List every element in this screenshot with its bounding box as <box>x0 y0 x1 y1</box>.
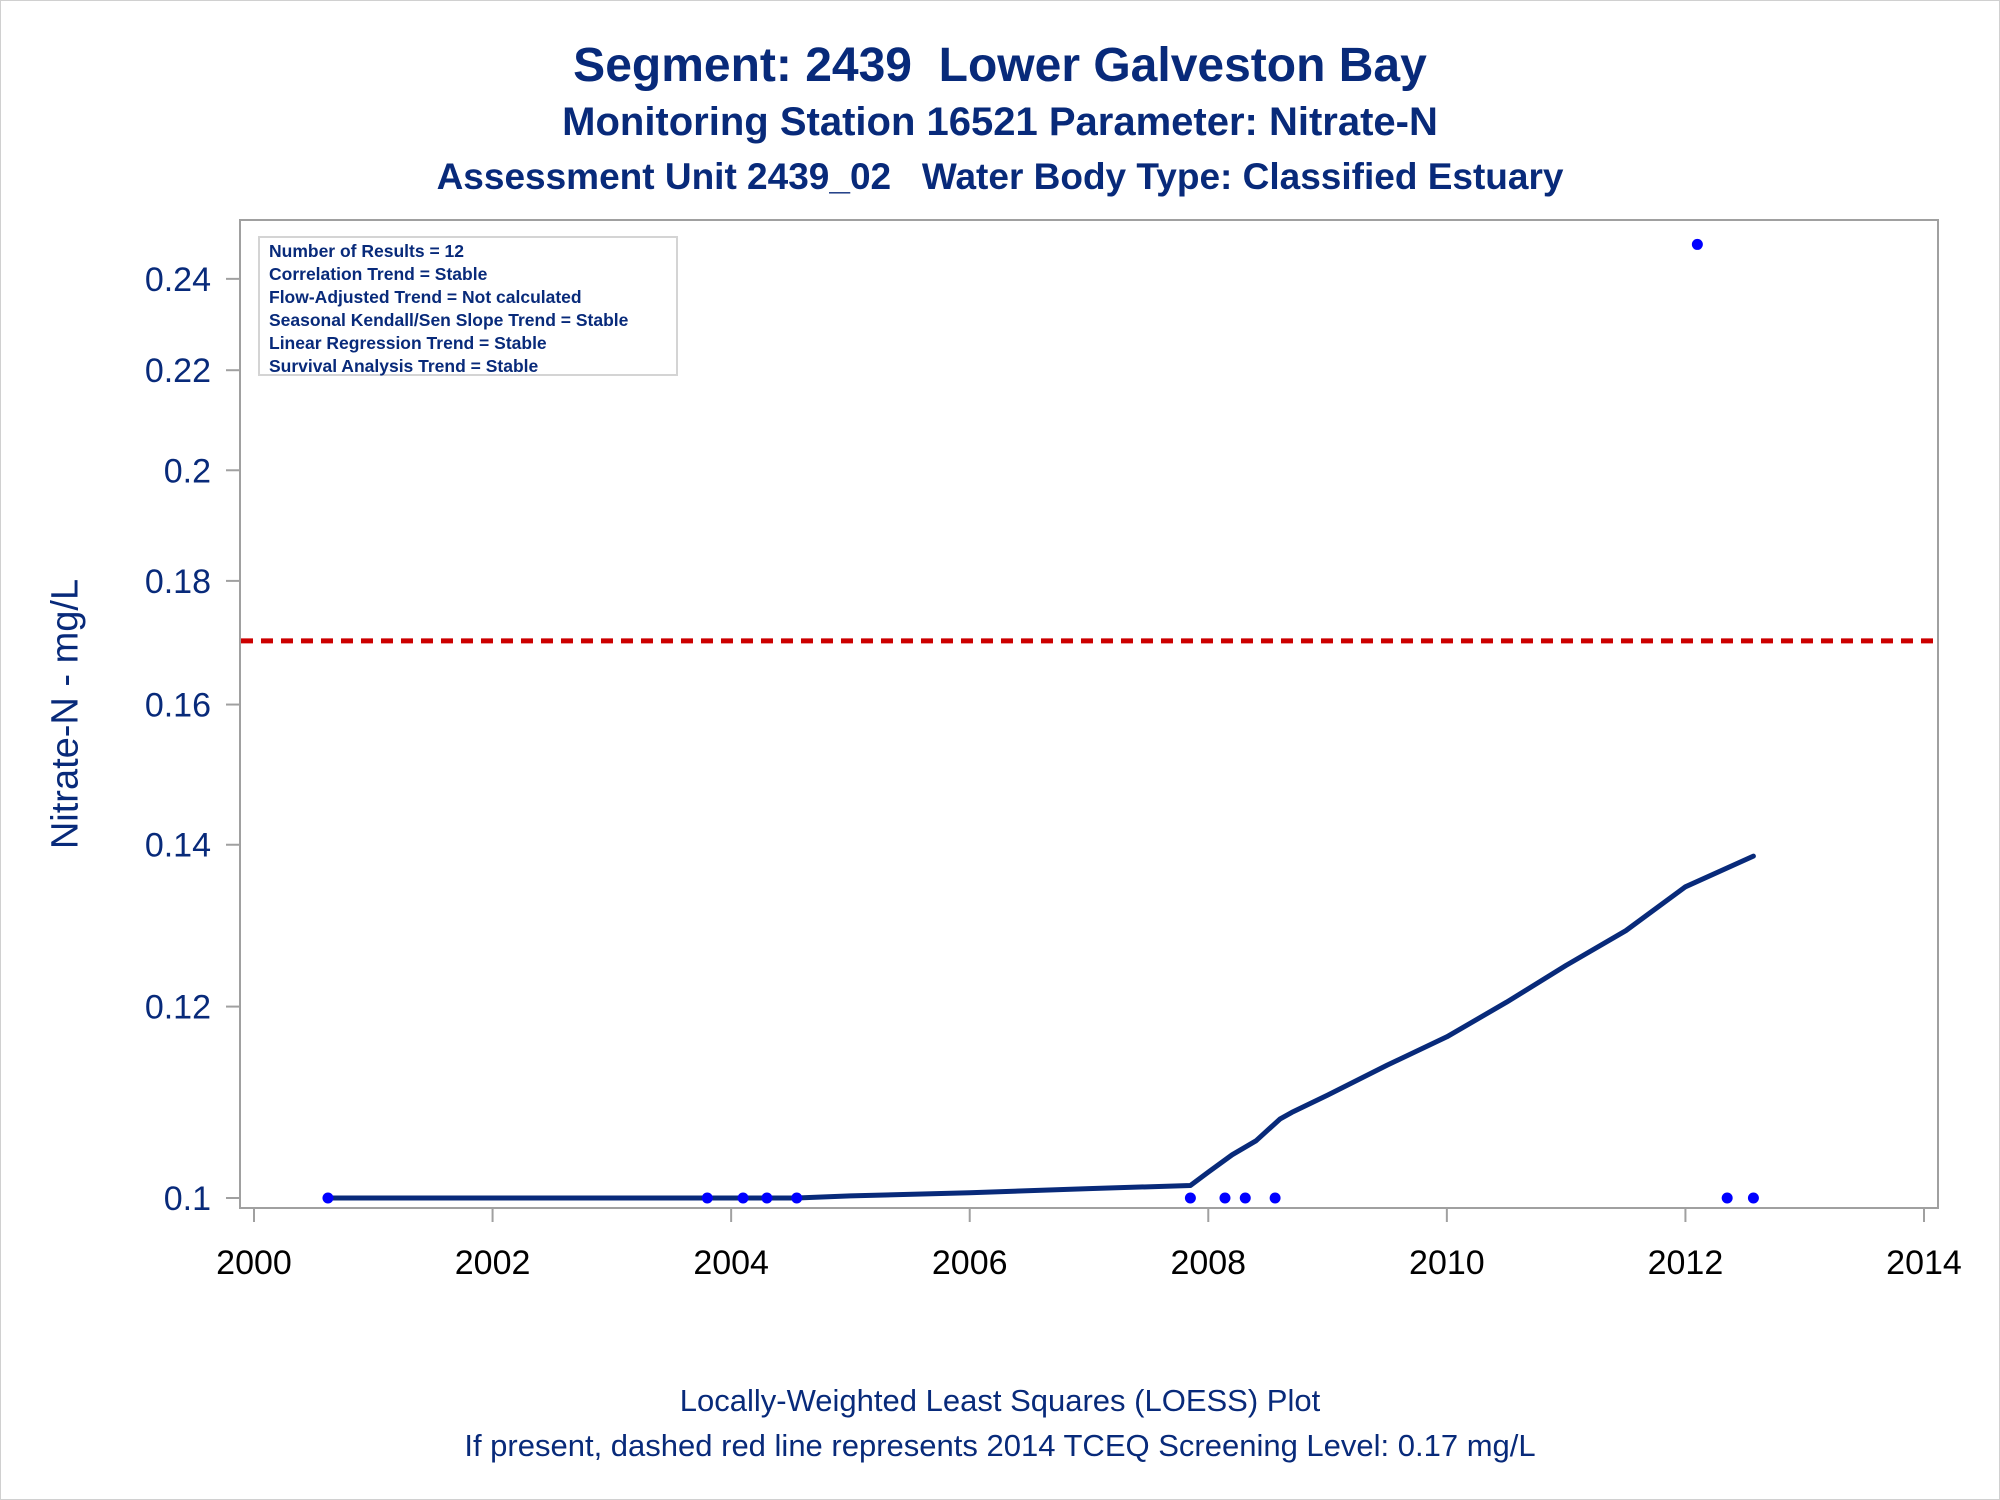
y-tick-label: 0.1 <box>164 1180 211 1218</box>
chart-subtitle-assessment: Assessment Unit 2439_02 Water Body Type:… <box>436 156 1564 197</box>
x-tick-label: 2000 <box>216 1244 292 1282</box>
x-axis: 2000 2002 2004 2006 2008 2010 2012 2014 <box>216 1208 1962 1282</box>
stats-box: Number of Results = 12 Correlation Trend… <box>258 236 678 376</box>
loess-curve <box>325 853 1756 1201</box>
data-point <box>737 1192 749 1204</box>
x-tick-label: 2014 <box>1886 1244 1962 1282</box>
y-axis: 0.1 0.12 0.14 0.16 0.18 0.2 0.22 0.24 <box>145 261 240 1218</box>
stats-flow-adjusted-trend: Flow-Adjusted Trend = Not calculated <box>269 287 582 307</box>
chart-subtitle-station: Monitoring Station 16521 Parameter: Nitr… <box>562 100 1438 144</box>
data-point <box>1269 1192 1281 1204</box>
x-tick-label: 2008 <box>1170 1244 1246 1282</box>
y-tick-label: 0.24 <box>145 261 211 299</box>
stats-seasonal-kendall-trend: Seasonal Kendall/Sen Slope Trend = Stabl… <box>269 310 629 330</box>
y-tick-label: 0.22 <box>145 352 211 390</box>
y-tick-label: 0.16 <box>145 687 211 725</box>
stats-survival-analysis-trend: Survival Analysis Trend = Stable <box>269 356 539 376</box>
y-tick-label: 0.14 <box>145 827 211 865</box>
data-point <box>1239 1192 1251 1204</box>
x-tick-label: 2004 <box>693 1244 769 1282</box>
y-tick-label: 0.2 <box>164 452 211 490</box>
data-point <box>1721 1192 1733 1204</box>
data-point <box>701 1192 713 1204</box>
x-tick-label: 2006 <box>932 1244 1008 1282</box>
footnote-plot-type: Locally-Weighted Least Squares (LOESS) P… <box>679 1383 1321 1418</box>
data-point <box>322 1192 334 1204</box>
chart-title: Segment: 2439 Lower Galveston Bay <box>573 39 1427 92</box>
stats-linear-regression-trend: Linear Regression Trend = Stable <box>269 333 547 353</box>
footnote-screening-level: If present, dashed red line represents 2… <box>464 1428 1536 1463</box>
data-point <box>1747 1192 1759 1204</box>
data-point <box>761 1192 773 1204</box>
plot-area-border <box>239 219 1939 1209</box>
x-tick-label: 2002 <box>455 1244 531 1282</box>
x-tick-label: 2012 <box>1648 1244 1724 1282</box>
data-point <box>1184 1192 1196 1204</box>
data-point <box>791 1192 803 1204</box>
stats-number-of-results: Number of Results = 12 <box>269 241 464 261</box>
data-point <box>1219 1192 1231 1204</box>
loess-curve-group <box>325 853 1756 1201</box>
stats-correlation-trend: Correlation Trend = Stable <box>269 264 488 284</box>
data-point <box>1691 238 1703 250</box>
y-tick-label: 0.18 <box>145 563 211 601</box>
data-points-group <box>322 238 1759 1204</box>
x-tick-label: 2010 <box>1409 1244 1485 1282</box>
y-tick-label: 0.12 <box>145 989 211 1027</box>
